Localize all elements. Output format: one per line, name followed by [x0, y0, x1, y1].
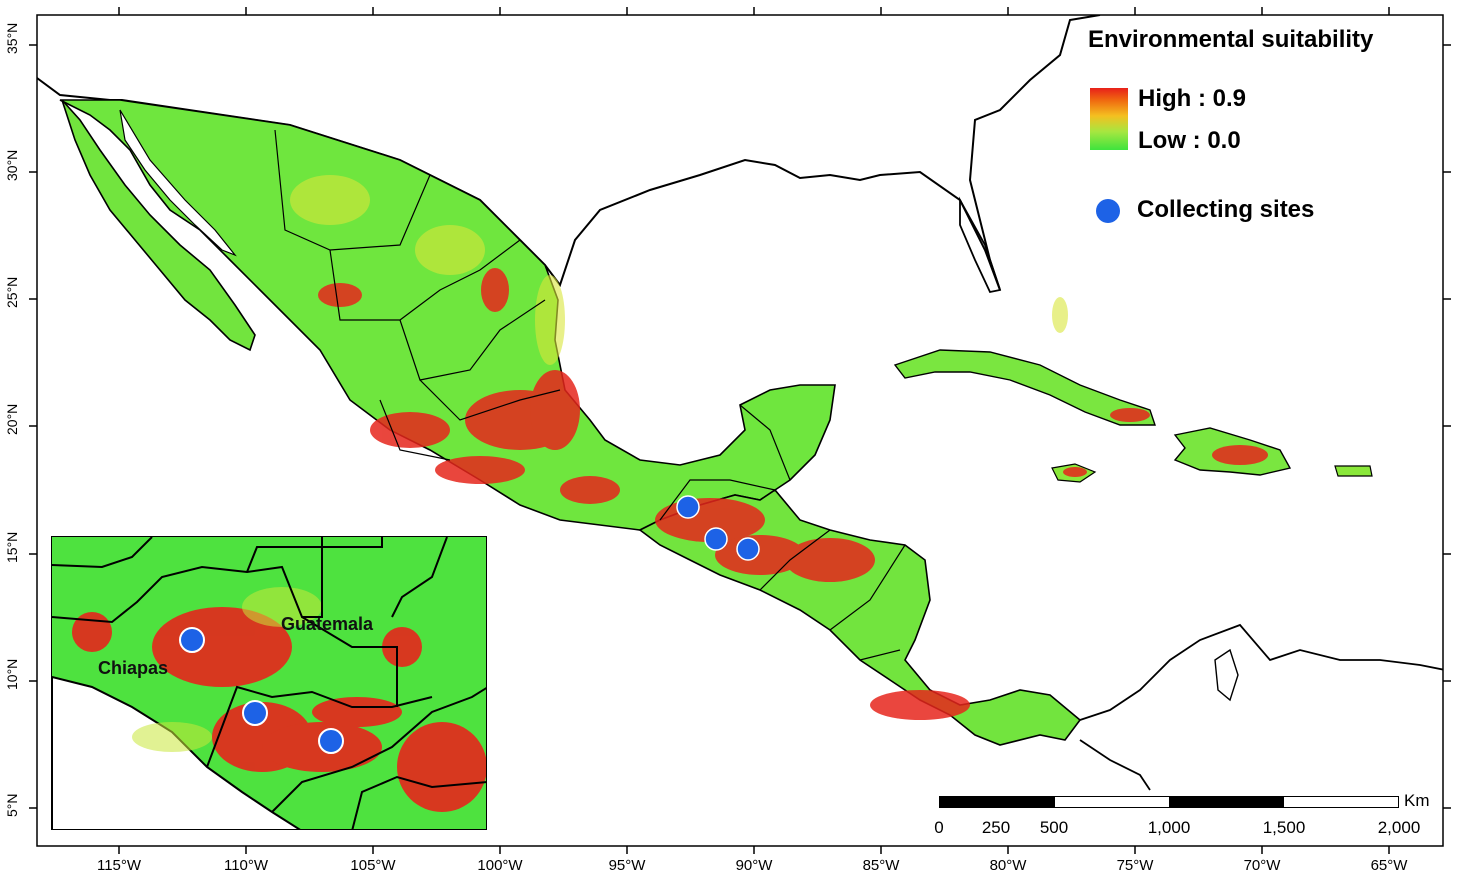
x-tick-label: 110°W — [223, 857, 269, 874]
scale-segment — [1283, 797, 1398, 807]
inset-label-guatemala: Guatemala — [281, 614, 374, 634]
y-tick-label: 30°N — [4, 149, 20, 181]
legend-site-marker — [1096, 199, 1120, 223]
y-tick-label: 5°N — [4, 793, 20, 818]
x-tick-label: 75°W — [1116, 857, 1154, 874]
scale-label: 2,000 — [1377, 818, 1421, 837]
collecting-sites-inset — [179, 627, 344, 754]
scale-label: 0 — [934, 818, 944, 837]
scale-segment — [1054, 797, 1169, 807]
x-tick-label: 70°W — [1243, 857, 1281, 874]
scale-unit: Km — [1404, 791, 1430, 810]
baja-california — [61, 99, 256, 352]
florida — [959, 196, 1002, 294]
scale-label: 1,000 — [1147, 818, 1191, 837]
legend-high-label: High : 0.9 — [1138, 85, 1247, 112]
x-tick-label: 65°W — [1370, 857, 1408, 874]
frame-ticks — [29, 7, 1451, 854]
collecting-site-marker — [704, 527, 728, 551]
y-tick-label: 10°N — [4, 658, 20, 690]
collecting-site-marker — [179, 627, 205, 653]
south-america-coast — [1079, 623, 1443, 721]
pacific-coast-south — [1079, 739, 1151, 791]
scale-bar — [939, 796, 1399, 808]
y-tick-label: 15°N — [4, 531, 20, 563]
cuba — [893, 349, 1156, 426]
y-tick-label: 35°N — [4, 22, 20, 54]
gulf-of-california — [119, 109, 237, 257]
scale-label: 1,500 — [1262, 818, 1306, 837]
inset-borders — [52, 537, 486, 829]
inset-canvas — [52, 537, 486, 829]
x-tick-label: 105°W — [350, 857, 396, 874]
y-tick-label: 20°N — [4, 403, 20, 435]
y-tick-label: 25°N — [4, 276, 20, 308]
legend-sites-label: Collecting sites — [1137, 196, 1315, 223]
legend-title: Environmental suitability — [1088, 26, 1374, 53]
suitability-high-patches — [318, 268, 1268, 720]
collecting-site-marker — [676, 495, 700, 519]
scale-label: 500 — [1039, 818, 1069, 837]
scale-label: 250 — [981, 818, 1011, 837]
state-borders — [274, 129, 906, 661]
x-tick-label: 85°W — [862, 857, 900, 874]
lake-maracaibo — [1214, 648, 1239, 702]
inset-label-chiapas: Chiapas — [98, 658, 169, 678]
x-tick-label: 100°W — [477, 857, 523, 874]
puerto-rico — [1334, 465, 1373, 477]
scale-segment — [1169, 797, 1284, 807]
collecting-site-marker — [318, 728, 344, 754]
collecting-site-marker — [242, 700, 268, 726]
x-tick-label: 115°W — [96, 857, 142, 874]
x-tick-label: 90°W — [735, 857, 773, 874]
collecting-sites-main — [676, 495, 760, 561]
map-frame-border — [36, 14, 1444, 847]
inset-map: Guatemala Chiapas — [51, 536, 487, 830]
suitability-mid-patches — [290, 175, 1068, 365]
inset-high-patches — [72, 607, 486, 812]
legend-low-label: Low : 0.0 — [1138, 127, 1241, 154]
collecting-site-marker — [736, 537, 760, 561]
legend-color-ramp — [1090, 88, 1128, 150]
inset-ocean — [52, 675, 301, 829]
x-tick-label: 95°W — [608, 857, 646, 874]
scale-segment — [940, 797, 1055, 807]
x-tick-label: 80°W — [989, 857, 1027, 874]
